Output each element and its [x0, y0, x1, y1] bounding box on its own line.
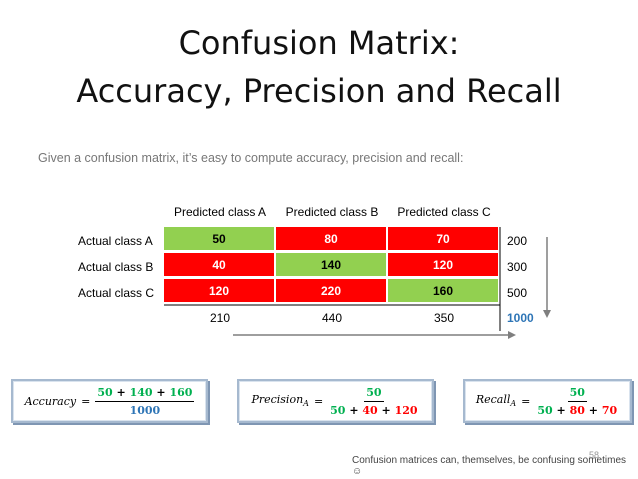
row-total-c: 500	[507, 286, 528, 300]
slide-title-line2: Accuracy, Precision and Recall	[76, 72, 562, 110]
matrix-cell-b-a: 40	[164, 253, 275, 277]
column-total-c: 350	[433, 311, 455, 325]
accuracy-num-term-1: 50	[97, 385, 113, 399]
matrix-cell-c-a: 120	[164, 279, 275, 303]
slide-subtitle: Given a confusion matrix, it’s easy to c…	[38, 151, 464, 165]
recall-lhs: RecallA	[476, 393, 516, 408]
precision-numerator: 50	[364, 386, 384, 402]
accuracy-formula-box: Accuracy = 50 + 140 + 160 1000	[11, 379, 208, 423]
recall-subscript: A	[510, 399, 517, 409]
column-header-predicted-a: Predicted class A	[173, 205, 267, 219]
row-label-actual-a: Actual class A	[78, 234, 153, 248]
accuracy-num-term-2: 140	[129, 385, 153, 399]
page-number: 58	[589, 450, 600, 460]
matrix-cell-a-a: 50	[164, 227, 275, 251]
matrix-cell-c-b: 220	[276, 279, 387, 303]
matrix-cell-a-c: 70	[388, 227, 499, 251]
column-header-predicted-b: Predicted class B	[285, 205, 379, 219]
accuracy-num-plus-2: +	[156, 385, 166, 399]
recall-den-term-3: 70	[601, 403, 618, 417]
matrix-cell-a-b: 80	[276, 227, 387, 251]
right-arrow-icon	[233, 331, 516, 339]
footer-note: Confusion matrices can, themselves, be c…	[352, 455, 627, 477]
accuracy-num-term-3: 160	[169, 385, 193, 399]
slide-title-line1: Confusion Matrix:	[178, 24, 460, 62]
recall-formula-box: RecallA = 50 50 + 80 + 70	[463, 379, 632, 423]
column-total-a: 210	[209, 311, 231, 325]
recall-numerator: 50	[567, 386, 587, 402]
accuracy-fraction: 50 + 140 + 160 1000	[95, 385, 195, 417]
precision-lhs: PrecisionA	[251, 393, 309, 408]
recall-lhs-text: Recall	[475, 393, 511, 407]
precision-den-term-1: 50	[330, 403, 346, 417]
column-header-predicted-c: Predicted class C	[397, 205, 491, 219]
recall-denominator: 50 + 80 + 70	[535, 402, 619, 417]
recall-den-term-1: 50	[537, 403, 553, 417]
grand-total: 1000	[507, 311, 534, 325]
accuracy-numerator: 50 + 140 + 160	[95, 385, 195, 402]
precision-den-plus-1: +	[349, 403, 359, 417]
matrix-cell-b-b: 140	[276, 253, 387, 277]
row-label-actual-b: Actual class B	[78, 260, 154, 274]
matrix-cell-b-c: 120	[388, 253, 499, 277]
recall-equals: =	[521, 394, 531, 408]
accuracy-lhs: Accuracy	[24, 394, 77, 408]
recall-den-term-2: 80	[569, 403, 585, 417]
precision-denominator: 50 + 40 + 120	[328, 402, 419, 417]
precision-den-term-2: 40	[362, 403, 378, 417]
recall-den-plus-2: +	[588, 403, 598, 417]
accuracy-equals: =	[81, 394, 91, 408]
recall-fraction: 50 50 + 80 + 70	[535, 386, 619, 417]
precision-subscript: A	[303, 399, 309, 409]
accuracy-num-plus-1: +	[116, 385, 126, 399]
row-label-actual-c: Actual class C	[78, 286, 155, 300]
precision-fraction: 50 50 + 40 + 120	[328, 386, 419, 417]
precision-formula-box: PrecisionA = 50 50 + 40 + 120	[237, 379, 434, 423]
accuracy-denominator: 1000	[129, 403, 161, 417]
precision-den-plus-2: +	[381, 403, 391, 417]
row-total-b: 300	[507, 260, 528, 274]
precision-equals: =	[313, 394, 324, 408]
recall-den-plus-1: +	[556, 403, 566, 417]
precision-den-term-3: 120	[394, 403, 418, 417]
column-total-b: 440	[321, 311, 343, 325]
row-total-a: 200	[507, 234, 528, 248]
matrix-cell-c-c: 160	[388, 279, 499, 303]
down-arrow-icon	[543, 237, 551, 318]
precision-lhs-text: Precision	[251, 393, 304, 407]
